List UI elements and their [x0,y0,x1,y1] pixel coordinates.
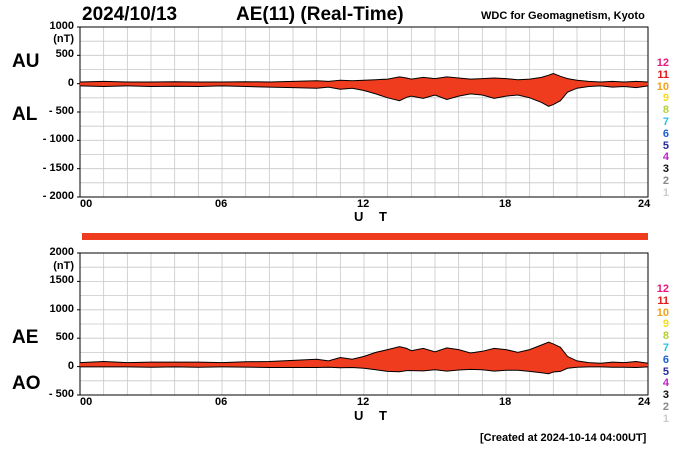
series-line-al [79,85,649,107]
legend-entry-4: 4 [662,151,669,164]
legend-entry-7: 7 [662,342,669,354]
x-axis-label-bottom: U T [354,408,393,423]
x-tick-label: 18 [499,396,512,408]
legend-entry-11: 11 [657,294,669,307]
y-tick-label: 0 [67,359,74,372]
legend-entry-10: 10 [656,306,669,319]
y-tick-label: 2000 [49,246,74,258]
legend-entry-3: 3 [662,389,669,402]
created-timestamp: [Created at 2024-10-14 04:00UT] [480,432,647,444]
legend-entry-10: 10 [656,80,669,93]
y-tick-label: 500 [55,48,74,61]
y-tick-label: - 1500 [42,161,74,174]
y-tick-label: 500 [55,331,74,344]
y-tick-label: 1000 [49,20,74,32]
x-tick-label: 24 [638,396,651,408]
plot-frame-1 [79,252,649,396]
legend-entry-6: 6 [662,127,669,140]
x-tick-label: 00 [80,396,93,408]
legend-entry-5: 5 [662,139,669,152]
series-line-au [79,72,649,83]
legend-entry-2: 2 [662,175,669,187]
legend-entry-3: 3 [662,163,669,176]
x-tick-label: 00 [80,198,93,210]
legend-entry-12: 12 [656,57,669,69]
legend-entry-9: 9 [662,92,669,105]
y-unit-top: (nT) [53,33,74,45]
legend-entry-11: 11 [657,68,669,81]
x-tick-label: 06 [215,396,228,408]
y-tick-label: 0 [67,76,74,89]
y-unit-bottom: (nT) [53,260,74,272]
chart-date: 2024/10/13 [82,4,178,25]
series-label-au: AU [12,51,40,72]
envelope-fill-0 [80,73,648,107]
y-tick-label: - 2000 [42,190,74,202]
legend-entry-2: 2 [662,401,669,413]
data-source: WDC for Geomagnetism, Kyoto [481,10,645,22]
legend-entry-1: 1 [662,412,669,425]
y-tick-label: 1000 [49,302,74,315]
x-tick-label: 12 [357,198,370,210]
x-axis-label-top: U T [354,209,393,224]
series-line-ae [79,341,649,364]
series-label-ao: AO [12,373,41,394]
series-label-ae: AE [12,327,39,348]
legend-entry-5: 5 [662,365,669,378]
legend-entry-8: 8 [662,330,669,343]
x-tick-label: 24 [638,198,651,210]
chart-title: AE(11) (Real-Time) [236,4,404,25]
x-tick-label: 06 [215,198,228,210]
x-tick-label: 12 [357,396,370,408]
y-tick-label: - 500 [48,105,74,117]
series-label-al: AL [12,104,38,125]
legend-entry-8: 8 [662,104,669,117]
legend-entry-6: 6 [662,353,669,366]
x-tick-label: 18 [499,198,512,210]
legend-entry-7: 7 [662,116,669,128]
series-line-ao [80,366,649,375]
y-tick-label: 1500 [49,274,74,287]
y-tick-label: - 500 [48,388,74,400]
legend-entry-1: 1 [662,186,669,199]
legend-entry-4: 4 [662,377,669,390]
legend-entry-9: 9 [662,318,669,331]
separator-bar [82,233,648,240]
legend-entry-12: 12 [656,283,669,295]
y-tick-label: - 1000 [42,133,74,146]
